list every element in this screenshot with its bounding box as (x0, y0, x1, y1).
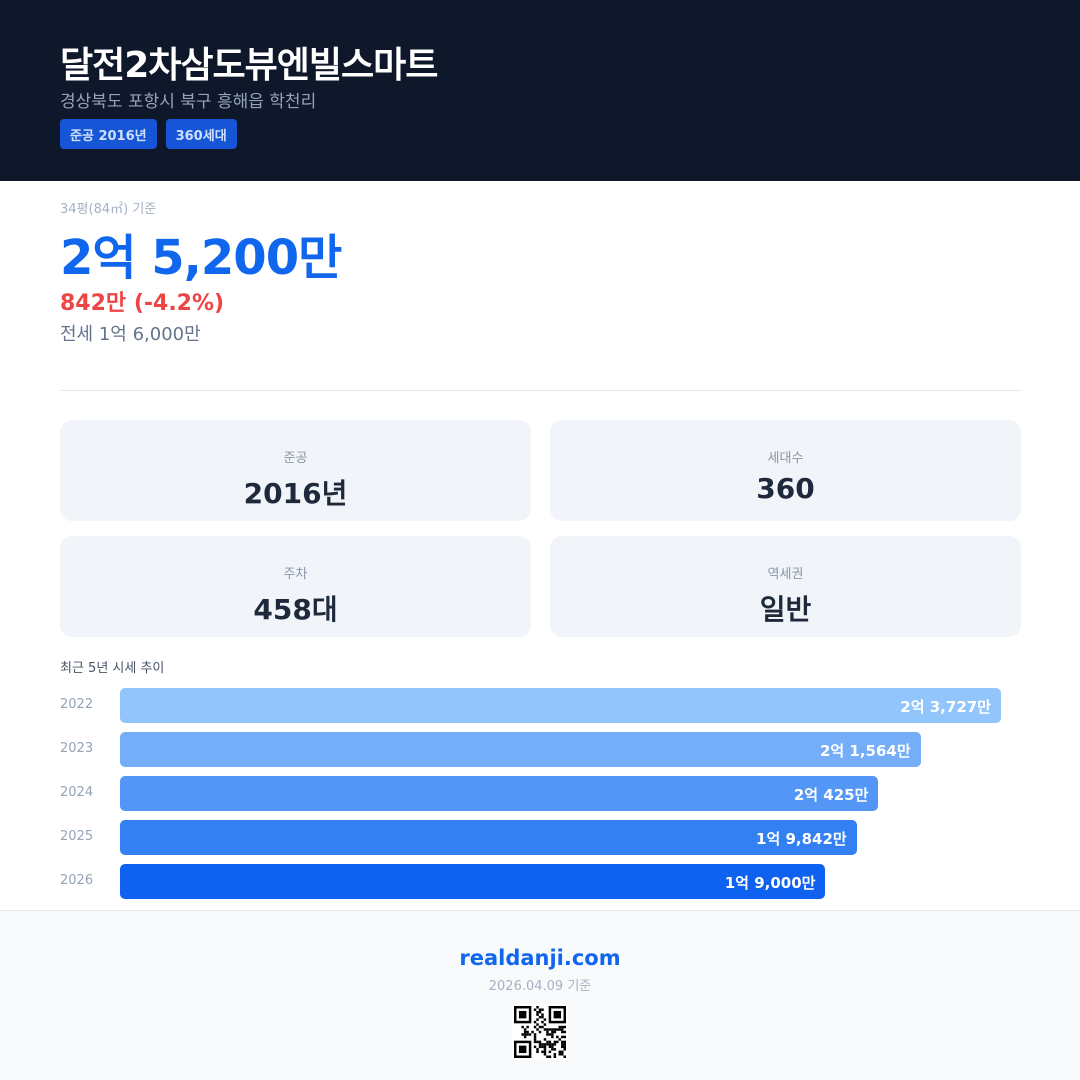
address: 경상북도 포항시 북구 흥해읍 학천리 (60, 92, 317, 112)
chart-row: 2026 1억 9,000만 (60, 864, 1021, 899)
stat-value: 458대 (253, 593, 338, 626)
bar-value-label: 2억 3,727만 (900, 698, 991, 716)
price-basis: 34평(84㎡) 기준 (60, 202, 157, 217)
year-label: 2025 (60, 829, 94, 844)
stat-label: 준공 (283, 451, 308, 466)
chart-row: 2023 2억 1,564만 (60, 732, 1021, 767)
qr-code-icon (512, 1004, 568, 1060)
chart-title: 최근 5년 시세 추이 (60, 661, 165, 676)
badge-built-year: 준공 2016년 (60, 119, 157, 149)
bar-value-label: 2억 1,564만 (819, 742, 911, 760)
bar-2025: 1억 9,842만 (120, 820, 857, 855)
footer: realdanji.com 2026.04.09 기준 (0, 910, 1080, 1080)
stat-label: 주차 (283, 567, 308, 582)
bar-2023: 2억 1,564만 (120, 732, 921, 767)
year-label: 2023 (60, 741, 94, 756)
stat-label: 역세권 (767, 567, 804, 582)
data-date: 2026.04.09 기준 (488, 979, 592, 994)
year-label: 2022 (60, 697, 94, 712)
price-change: 842만 (-4.2%) (60, 291, 225, 316)
bar-value-label: 2억 425만 (793, 786, 869, 804)
stat-card-households: 세대수 360 (550, 420, 1021, 521)
price-value: 2억 5,200만 (60, 230, 342, 286)
bar-2026: 1억 9,000만 (120, 864, 826, 899)
jeonse-price: 전세 1억 6,000만 (60, 324, 201, 345)
complex-title: 달전2차삼도뷰엔빌스마트 (60, 45, 438, 86)
year-label: 2026 (60, 873, 94, 888)
stat-label: 세대수 (767, 451, 804, 466)
header: 달전2차삼도뷰엔빌스마트 경상북도 포항시 북구 흥해읍 학천리 준공 2016… (0, 0, 1080, 181)
year-label: 2024 (60, 785, 94, 800)
bar-value-label: 1억 9,000만 (724, 874, 816, 892)
stat-value: 일반 (759, 593, 812, 626)
bar-2022: 2억 3,727만 (120, 688, 1001, 723)
stat-value: 360 (756, 472, 815, 505)
stat-card-parking: 주차 458대 (60, 536, 531, 637)
chart-row: 2022 2억 3,727만 (60, 688, 1021, 723)
badge-households: 360세대 (165, 119, 237, 149)
bar-2024: 2억 425만 (120, 776, 879, 811)
site-link[interactable]: realdanji.com (459, 946, 621, 970)
stat-card-built: 준공 2016년 (60, 420, 531, 521)
divider (60, 390, 1021, 391)
chart-row: 2024 2억 425만 (60, 776, 1021, 811)
bar-value-label: 1억 9,842만 (756, 830, 847, 848)
stat-value: 2016년 (243, 477, 348, 510)
chart-row: 2025 1억 9,842만 (60, 820, 1021, 855)
